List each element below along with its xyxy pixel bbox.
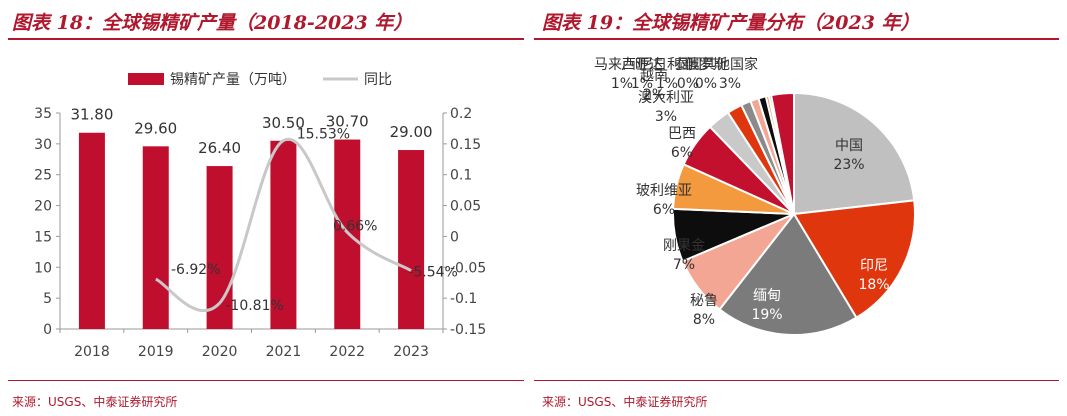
pie-slice-percent: 3% bbox=[655, 109, 677, 125]
right-y-tick-label: 0 bbox=[450, 229, 459, 245]
pie-slice bbox=[792, 199, 916, 320]
right-chart-title: 图表 19：全球锡精矿产量分布（2023 年） bbox=[542, 12, 920, 34]
x-tick-label: 2021 bbox=[266, 344, 302, 360]
pie-slice-label: 印尼 bbox=[860, 258, 888, 274]
right-y-tick-label: 0.15 bbox=[450, 137, 481, 153]
yoy-value-label: -6.92% bbox=[171, 262, 221, 278]
right-source-note: 来源：USGS、中泰证券研究所 bbox=[542, 395, 708, 409]
pie-slice-percent: 0% bbox=[695, 76, 717, 92]
left-y-tick-label: 15 bbox=[34, 229, 52, 245]
pie-slice-label: 俄罗斯 bbox=[685, 57, 727, 73]
pie-slice-percent: 3% bbox=[719, 76, 741, 92]
left-y-tick-label: 10 bbox=[34, 260, 52, 276]
x-tick-label: 2019 bbox=[138, 344, 174, 360]
pie-slice-percent: 0% bbox=[677, 76, 699, 92]
yoy-value-label: 0.66% bbox=[333, 218, 377, 234]
production-bar bbox=[270, 140, 297, 329]
production-combo-chart: 0 5 10 15 20 25 30 35 -0.15 -0.1 -0.05 0 0.05 0.1 0.15… bbox=[34, 72, 486, 360]
legend-bar-swatch bbox=[128, 73, 164, 85]
pie-slice-label: 巴西 bbox=[668, 126, 696, 142]
pie-slice-label: 泰国 bbox=[674, 57, 702, 73]
left-y-tick-label: 35 bbox=[34, 106, 52, 122]
pie-slice-label: 马来西亚 bbox=[594, 57, 650, 73]
right-y-tick-label: -0.15 bbox=[450, 322, 486, 338]
left-chart-panel: 图表 18：全球锡精矿产量（2018-2023 年） 0 5 10 15 20 25 30 3… bbox=[0, 0, 528, 416]
pie-slice-percent: 7% bbox=[673, 257, 695, 273]
bar-value-label: 30.50 bbox=[262, 114, 305, 132]
x-tick-label: 2020 bbox=[202, 344, 238, 360]
yoy-value-label: -10.81% bbox=[225, 298, 283, 314]
pie-slice bbox=[793, 91, 916, 216]
pie-slice-label: 缅甸 bbox=[753, 288, 781, 304]
pie-slice-percent: 23% bbox=[833, 157, 864, 173]
x-tick-label: 2023 bbox=[393, 344, 429, 360]
x-tick-label: 2018 bbox=[74, 344, 110, 360]
right-y-tick-label: 0.1 bbox=[450, 168, 472, 184]
pie-slice bbox=[718, 212, 858, 336]
left-y-tick-label: 20 bbox=[34, 199, 52, 215]
pie-slice-percent: 1% bbox=[656, 76, 678, 92]
right-chart-panel: 图表 19：全球锡精矿产量分布（2023 年） 中国 23% 印尼 18% 缅甸 19% 秘… bbox=[530, 0, 1067, 416]
pie-slice-percent: 1% bbox=[631, 76, 653, 92]
right-y-tick-label: 0.05 bbox=[450, 199, 481, 215]
x-tick-label: 2022 bbox=[329, 344, 365, 360]
pie-slice-percent: 18% bbox=[858, 277, 889, 293]
pie-slice-percent: 6% bbox=[671, 145, 693, 161]
right-title-rule bbox=[534, 38, 1059, 40]
bar-value-label: 30.70 bbox=[326, 113, 369, 131]
pie-slice-label: 中国 bbox=[835, 138, 863, 154]
production-bar bbox=[78, 132, 105, 329]
yoy-line bbox=[155, 137, 412, 313]
left-source-note: 来源：USGS、中泰证券研究所 bbox=[12, 395, 178, 409]
bar-value-label: 29.00 bbox=[390, 123, 433, 141]
left-y-tick-label: 0 bbox=[43, 322, 52, 338]
left-y-tick-label: 30 bbox=[34, 137, 52, 153]
pie-slice-label: 尼日利亚 bbox=[639, 57, 695, 73]
pie-slice-percent: 8% bbox=[693, 312, 715, 328]
left-source-rule bbox=[8, 380, 524, 381]
pie-slice-label: 刚果金 bbox=[663, 238, 705, 254]
production-bar bbox=[142, 146, 169, 329]
bar-value-label: 29.60 bbox=[134, 119, 177, 137]
right-y-tick-label: -0.05 bbox=[450, 260, 486, 276]
pie-slice-label: 其他国家 bbox=[702, 56, 758, 73]
yoy-value-label: -5.54% bbox=[408, 265, 458, 281]
pie-slice-label: 越南 bbox=[640, 68, 668, 84]
right-source-rule bbox=[534, 380, 1059, 381]
left-y-tick-label: 25 bbox=[34, 168, 52, 184]
legend-line-label: 同比 bbox=[364, 72, 392, 88]
production-bar bbox=[398, 150, 425, 329]
right-y-tick-label: 0.2 bbox=[450, 106, 472, 122]
pie-slice-label: 秘鲁 bbox=[690, 293, 718, 309]
distribution-pie-chart: 中国 23% 印尼 18% 缅甸 19% 秘鲁 8% 刚果金 7% 玻利维亚 6% 巴西 6% 澳大利亚 3%… bbox=[594, 56, 916, 336]
pie-slice-label: 澳大利亚 bbox=[638, 90, 694, 106]
bar-value-label: 26.40 bbox=[198, 139, 241, 157]
left-title-rule bbox=[8, 38, 524, 40]
right-y-tick-label: -0.1 bbox=[450, 291, 477, 307]
pie-slice-percent: 2% bbox=[643, 87, 665, 103]
yoy-value-label: 15.53% bbox=[297, 127, 350, 143]
pie-slice-percent: 19% bbox=[751, 307, 782, 323]
left-y-tick-label: 5 bbox=[43, 291, 52, 307]
pie-slice-label: 卢旺达 bbox=[621, 57, 663, 73]
legend-bar-label: 锡精矿产量（万吨） bbox=[170, 72, 296, 88]
pie-slice bbox=[769, 91, 795, 215]
pie-slice-percent: 1% bbox=[611, 76, 633, 92]
pie-slice-label: 玻利维亚 bbox=[636, 183, 692, 199]
left-chart-title: 图表 18：全球锡精矿产量（2018-2023 年） bbox=[12, 12, 413, 34]
bar-value-label: 31.80 bbox=[70, 106, 113, 124]
pie-slice-percent: 6% bbox=[653, 202, 675, 218]
